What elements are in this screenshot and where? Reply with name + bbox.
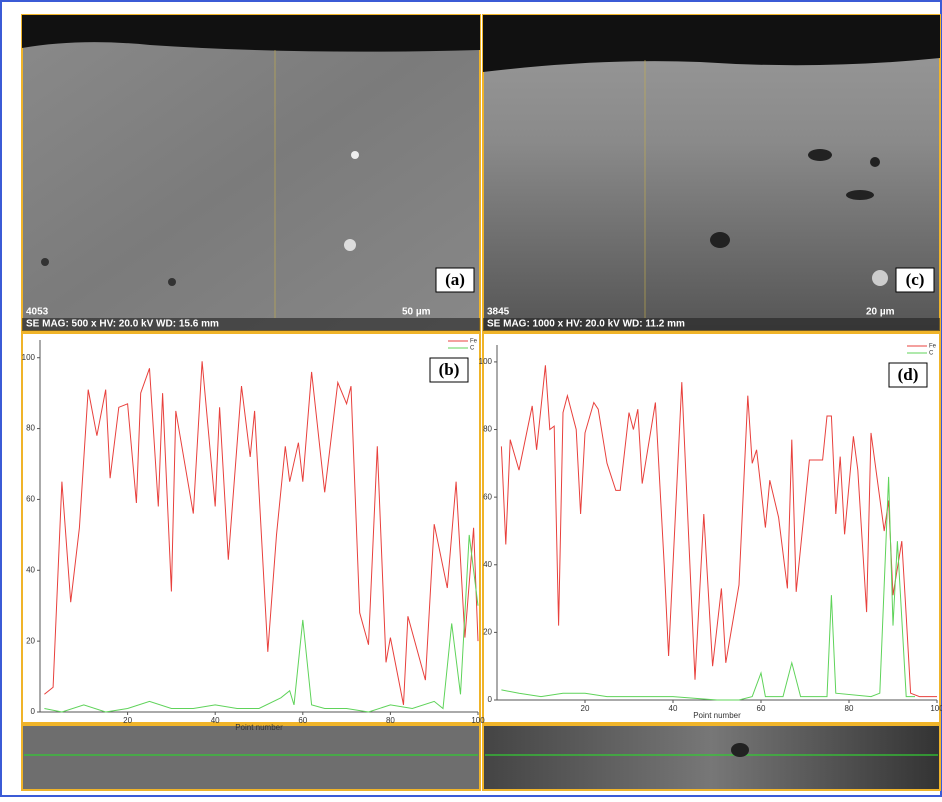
x-tick-label: 80 [386,716,395,725]
panel-label: (a) [445,270,465,289]
scale-bar: 20 µm [866,307,895,318]
x-tick-label: 20 [581,704,590,713]
panel-label: (c) [906,270,925,289]
sem-c [482,14,941,332]
y-tick-label: 40 [26,565,35,574]
x-tick-label: 40 [211,716,220,725]
x-axis-label: Point number [235,723,283,732]
image-info: SE MAG: 500 x HV: 20.0 kV WD: 15.6 mm [26,319,219,330]
y-tick-label: 80 [483,425,492,434]
y-tick-label: 20 [26,636,35,645]
x-tick-label: 20 [123,716,132,725]
x-tick-label: 100 [471,716,485,725]
x-tick-label: 60 [298,716,307,725]
scale-bar: 50 µm [402,307,431,318]
image-info: SE MAG: 1000 x HV: 20.0 kV WD: 11.2 mm [487,319,685,330]
image-id: 4053 [26,307,49,318]
x-tick-label: 100 [930,704,942,713]
series-line [44,534,479,713]
y-tick-label: 100 [22,353,36,362]
chart-frame [482,332,941,724]
x-tick-label: 80 [845,704,854,713]
y-tick-label: 60 [26,495,35,504]
image-texts: 4053 SE MAG: 500 x HV: 20.0 kV WD: 15.6 … [26,267,935,330]
legend-label: Fe [470,339,478,345]
x-axis-label: Point number [693,711,741,720]
y-tick-label: 20 [483,627,492,636]
sem-a [21,14,481,332]
legend-label: C [470,346,475,352]
legend-label: C [929,351,934,357]
y-tick-label: 80 [26,424,35,433]
y-tick-label: 100 [479,357,493,366]
y-tick-label: 0 [488,695,493,704]
panel-label-box [429,357,469,383]
x-tick-label: 60 [757,704,766,713]
legend-label: Fe [929,344,937,350]
series-line [44,361,479,705]
chart-frame [21,332,481,724]
y-tick-label: 40 [483,560,492,569]
series-line [501,476,915,701]
panel-label: (b) [439,360,460,379]
image-id: 3845 [487,307,510,318]
series-line [500,365,937,698]
sem-strip [21,724,941,791]
y-tick-label: 0 [31,707,36,716]
panel-label: (d) [898,365,919,384]
panel-label-box [888,362,928,388]
x-tick-label: 40 [669,704,678,713]
y-tick-label: 60 [483,492,492,501]
